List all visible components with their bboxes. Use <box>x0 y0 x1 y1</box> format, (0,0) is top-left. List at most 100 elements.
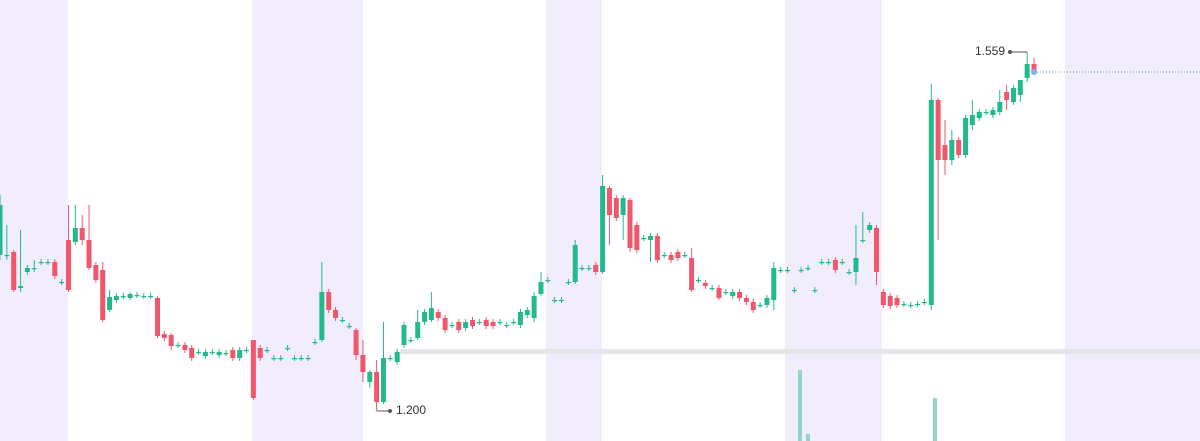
volume-bar <box>798 370 802 441</box>
candle-body <box>983 112 989 114</box>
low-dot <box>388 409 392 413</box>
highlight-band <box>400 349 1200 354</box>
candle-body <box>202 352 208 356</box>
candle-body <box>161 334 167 338</box>
candle-body <box>627 200 633 248</box>
candle-body <box>435 312 441 318</box>
candle-body <box>1010 88 1016 102</box>
candle-body <box>141 296 147 298</box>
candle-body <box>209 352 215 354</box>
candle-body <box>422 312 428 322</box>
candle-body <box>846 272 852 274</box>
candle-body <box>915 304 921 306</box>
candle-body <box>702 283 708 286</box>
candle-body <box>963 118 969 155</box>
candle-body <box>552 300 558 302</box>
candle-body <box>1024 64 1030 78</box>
candle-body <box>716 288 722 298</box>
candle-body <box>921 302 927 304</box>
candle-body <box>339 320 345 322</box>
candle-body <box>401 325 407 345</box>
candle-body <box>374 372 380 402</box>
candle-body <box>668 255 674 260</box>
session-band <box>252 0 363 441</box>
candle-body <box>113 296 119 300</box>
candle-body <box>839 262 845 264</box>
candle-body <box>579 268 585 270</box>
candle-body <box>168 335 174 346</box>
candle-body <box>154 298 160 336</box>
candle-body <box>360 355 366 372</box>
candle-body <box>175 345 181 347</box>
candle-body <box>928 100 934 305</box>
candle-body <box>38 262 44 264</box>
candle-body <box>969 115 975 125</box>
low-label: 1.200 <box>396 403 426 417</box>
candle-body <box>250 340 256 398</box>
session-band <box>546 0 602 441</box>
candle-body <box>0 205 3 255</box>
candle-body <box>230 350 236 358</box>
candle-body <box>860 240 866 242</box>
candle-body <box>819 262 825 264</box>
candle-body <box>483 320 489 326</box>
candle-body <box>216 352 222 355</box>
candle-body <box>1004 92 1010 100</box>
candle-body <box>237 350 243 358</box>
candle-body <box>24 268 30 272</box>
candle-body <box>572 245 578 282</box>
candle-body <box>86 240 92 268</box>
candle-body <box>757 305 763 307</box>
candle-body <box>586 268 592 270</box>
candle-body <box>784 270 790 272</box>
candle-body <box>59 282 65 284</box>
candle-body <box>853 258 859 272</box>
candle-body <box>428 308 434 320</box>
candle-body <box>935 100 941 160</box>
candle-body <box>559 300 565 302</box>
candle-body <box>990 110 996 115</box>
candle-body <box>504 325 510 327</box>
candle-body <box>798 270 804 272</box>
candle-body <box>956 140 962 155</box>
candle-body <box>319 292 325 340</box>
candle-body <box>476 322 482 324</box>
candle-body <box>874 228 880 272</box>
candle-body <box>730 292 736 296</box>
candle-body <box>675 252 681 258</box>
candle-body <box>456 322 462 330</box>
candle-body <box>408 340 414 342</box>
candle-body <box>764 298 770 305</box>
candle-body <box>695 280 701 282</box>
candle-body <box>997 102 1003 112</box>
candle-body <box>743 298 749 302</box>
volume-bar <box>806 434 810 441</box>
candle-body <box>326 292 332 310</box>
candle-body <box>880 292 886 305</box>
candle-body <box>737 292 743 298</box>
candle-body <box>11 252 17 290</box>
candle-body <box>264 350 270 352</box>
session-band <box>1065 0 1200 441</box>
candle-body <box>134 295 140 297</box>
candle-body <box>620 198 626 215</box>
candle-body <box>305 358 311 360</box>
session-band <box>0 0 68 441</box>
candle-body <box>79 228 85 240</box>
candle-body <box>223 353 229 355</box>
candle-body <box>606 188 612 215</box>
candle-body <box>182 345 188 350</box>
candle-body <box>497 322 503 324</box>
candle-body <box>257 348 263 358</box>
candle-body <box>312 342 318 344</box>
volume-bar <box>933 398 937 441</box>
candle-body <box>778 270 784 272</box>
high-label: 1.559 <box>975 44 1005 58</box>
candle-body <box>771 268 777 300</box>
candle-body <box>367 372 373 382</box>
candle-body <box>415 322 421 338</box>
candle-body <box>394 352 400 362</box>
candle-body <box>353 330 359 355</box>
